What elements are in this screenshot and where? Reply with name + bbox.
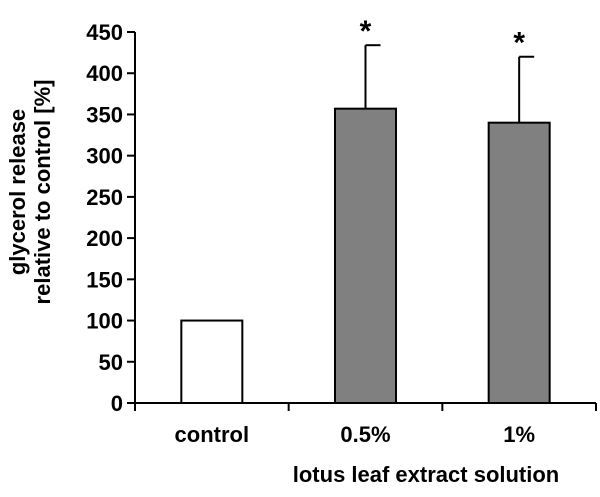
x-axis-title: lotus leaf extract solution xyxy=(293,462,560,487)
y-tick-label: 300 xyxy=(86,144,123,169)
y-axis-title-line-2: relative to control [%] xyxy=(30,80,55,305)
y-tick-label: 350 xyxy=(86,102,123,127)
y-tick-label: 50 xyxy=(99,350,123,375)
plot-area: 0 50 100 150 200 250 300 350 400 450 control * 0.5% *… xyxy=(86,15,597,447)
y-tick-label: 150 xyxy=(86,267,123,292)
y-axis-title: glycerol release relative to control [%] xyxy=(5,80,55,305)
y-tick-label: 0 xyxy=(111,391,123,416)
category-label: 1% xyxy=(503,422,535,447)
significance-marker: * xyxy=(360,15,372,48)
y-tick-label: 200 xyxy=(86,226,123,251)
y-tick-label: 250 xyxy=(86,185,123,210)
category-label: control xyxy=(175,422,250,447)
bar xyxy=(180,319,244,404)
category-label: 0.5% xyxy=(340,422,390,447)
y-axis-title-line-1: glycerol release xyxy=(5,109,30,275)
y-tick-label: 100 xyxy=(86,309,123,334)
bar xyxy=(334,107,397,404)
bar xyxy=(487,121,551,404)
y-tick-label: 400 xyxy=(86,61,123,86)
y-tick-label: 450 xyxy=(86,20,123,45)
significance-marker: * xyxy=(513,27,525,60)
